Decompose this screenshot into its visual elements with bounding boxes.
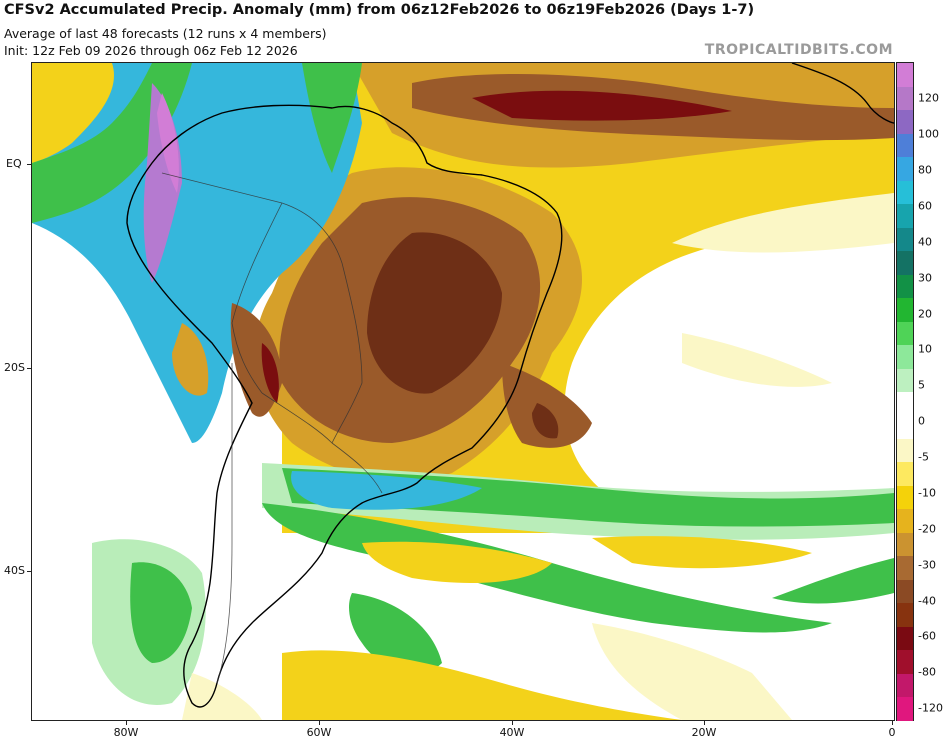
colorbar-segment: [897, 203, 913, 228]
colorbar-segment: [897, 438, 913, 463]
colorbar-label: -120: [918, 701, 943, 715]
precip-anomaly-map: [31, 62, 895, 721]
lon-label-40w: 40W: [499, 726, 525, 739]
colorbar-segment: [897, 649, 913, 674]
lat-label-40s: 40S: [4, 564, 25, 577]
colorbar-label: 5: [918, 378, 925, 392]
lon-tick-20w: [704, 720, 705, 725]
colorbar-segment: [897, 602, 913, 627]
colorbar-segment: [897, 63, 913, 87]
colorbar-segment: [897, 414, 913, 439]
colorbar-label: 120: [918, 91, 939, 105]
site-credit[interactable]: TROPICALTIDBITS.COM: [704, 42, 893, 58]
map-canvas: [32, 63, 894, 720]
lat-label-eq: EQ: [6, 157, 22, 170]
colorbar-segment: [897, 109, 913, 134]
colorbar-label: 100: [918, 127, 939, 141]
colorbar-label: -30: [918, 558, 936, 572]
colorbar-label: 60: [918, 199, 932, 213]
lon-tick-0: [892, 720, 893, 725]
coastlines: [126, 63, 894, 708]
southern-wet-band: [92, 463, 894, 720]
colorbar-segment: [897, 696, 913, 721]
colorbar-segment: [897, 180, 913, 205]
header: CFSv2 Accumulated Precip. Anomaly (mm) f…: [4, 2, 941, 62]
colorbar-segment: [897, 250, 913, 275]
colorbar-label: -60: [918, 629, 936, 643]
colorbar-label: 0: [918, 414, 925, 428]
colorbar-label: -10: [918, 486, 936, 500]
colorbar-segment: [897, 461, 913, 486]
colorbar-segment: [897, 321, 913, 346]
colorbar-segment: [897, 227, 913, 252]
colorbar-segment: [897, 274, 913, 299]
colorbar-segment: [897, 673, 913, 698]
colorbar-segment: [897, 532, 913, 557]
map-subtitle-ensemble: Average of last 48 forecasts (12 runs x …: [4, 26, 327, 41]
colorbar-segment: [897, 297, 913, 322]
colorbar-segment: [897, 156, 913, 181]
colorbar-label: 30: [918, 271, 932, 285]
country-borders: [161, 172, 383, 684]
colorbar-segment: [897, 626, 913, 651]
lon-tick-80w: [126, 720, 127, 725]
colorbar: [896, 62, 914, 721]
colorbar-segment: [897, 579, 913, 604]
lon-tick-40w: [512, 720, 513, 725]
colorbar-segment: [897, 508, 913, 533]
colorbar-segment: [897, 368, 913, 393]
colorbar-label: 20: [918, 307, 932, 321]
lat-label-20s: 20S: [4, 361, 25, 374]
colorbar-segment: [897, 485, 913, 510]
lon-label-60w: 60W: [306, 726, 332, 739]
colorbar-label: 80: [918, 163, 932, 177]
colorbar-label: 10: [918, 342, 932, 356]
lat-tick-eq: [27, 164, 32, 165]
colorbar-label: -20: [918, 522, 936, 536]
colorbar-label: 40: [918, 235, 932, 249]
colorbar-label: -5: [918, 450, 929, 464]
colorbar-label: -40: [918, 594, 936, 608]
andes-pattern: [32, 63, 362, 443]
map-subtitle-init: Init: 12z Feb 09 2026 through 06z Feb 12…: [4, 43, 298, 58]
colorbar-segment: [897, 86, 913, 111]
map-title: CFSv2 Accumulated Precip. Anomaly (mm) f…: [4, 2, 755, 18]
colorbar-label: -80: [918, 665, 936, 679]
lat-tick-40s: [27, 571, 32, 572]
colorbar-segment: [897, 133, 913, 158]
lon-label-80w: 80W: [113, 726, 139, 739]
lon-label-20w: 20W: [691, 726, 717, 739]
lat-tick-20s: [27, 368, 32, 369]
lon-tick-60w: [319, 720, 320, 725]
colorbar-segment: [897, 391, 913, 416]
colorbar-segment: [897, 555, 913, 580]
colorbar-segment: [897, 344, 913, 369]
brazil-dry-core: [254, 167, 592, 482]
lon-label-0: 0: [888, 726, 896, 739]
